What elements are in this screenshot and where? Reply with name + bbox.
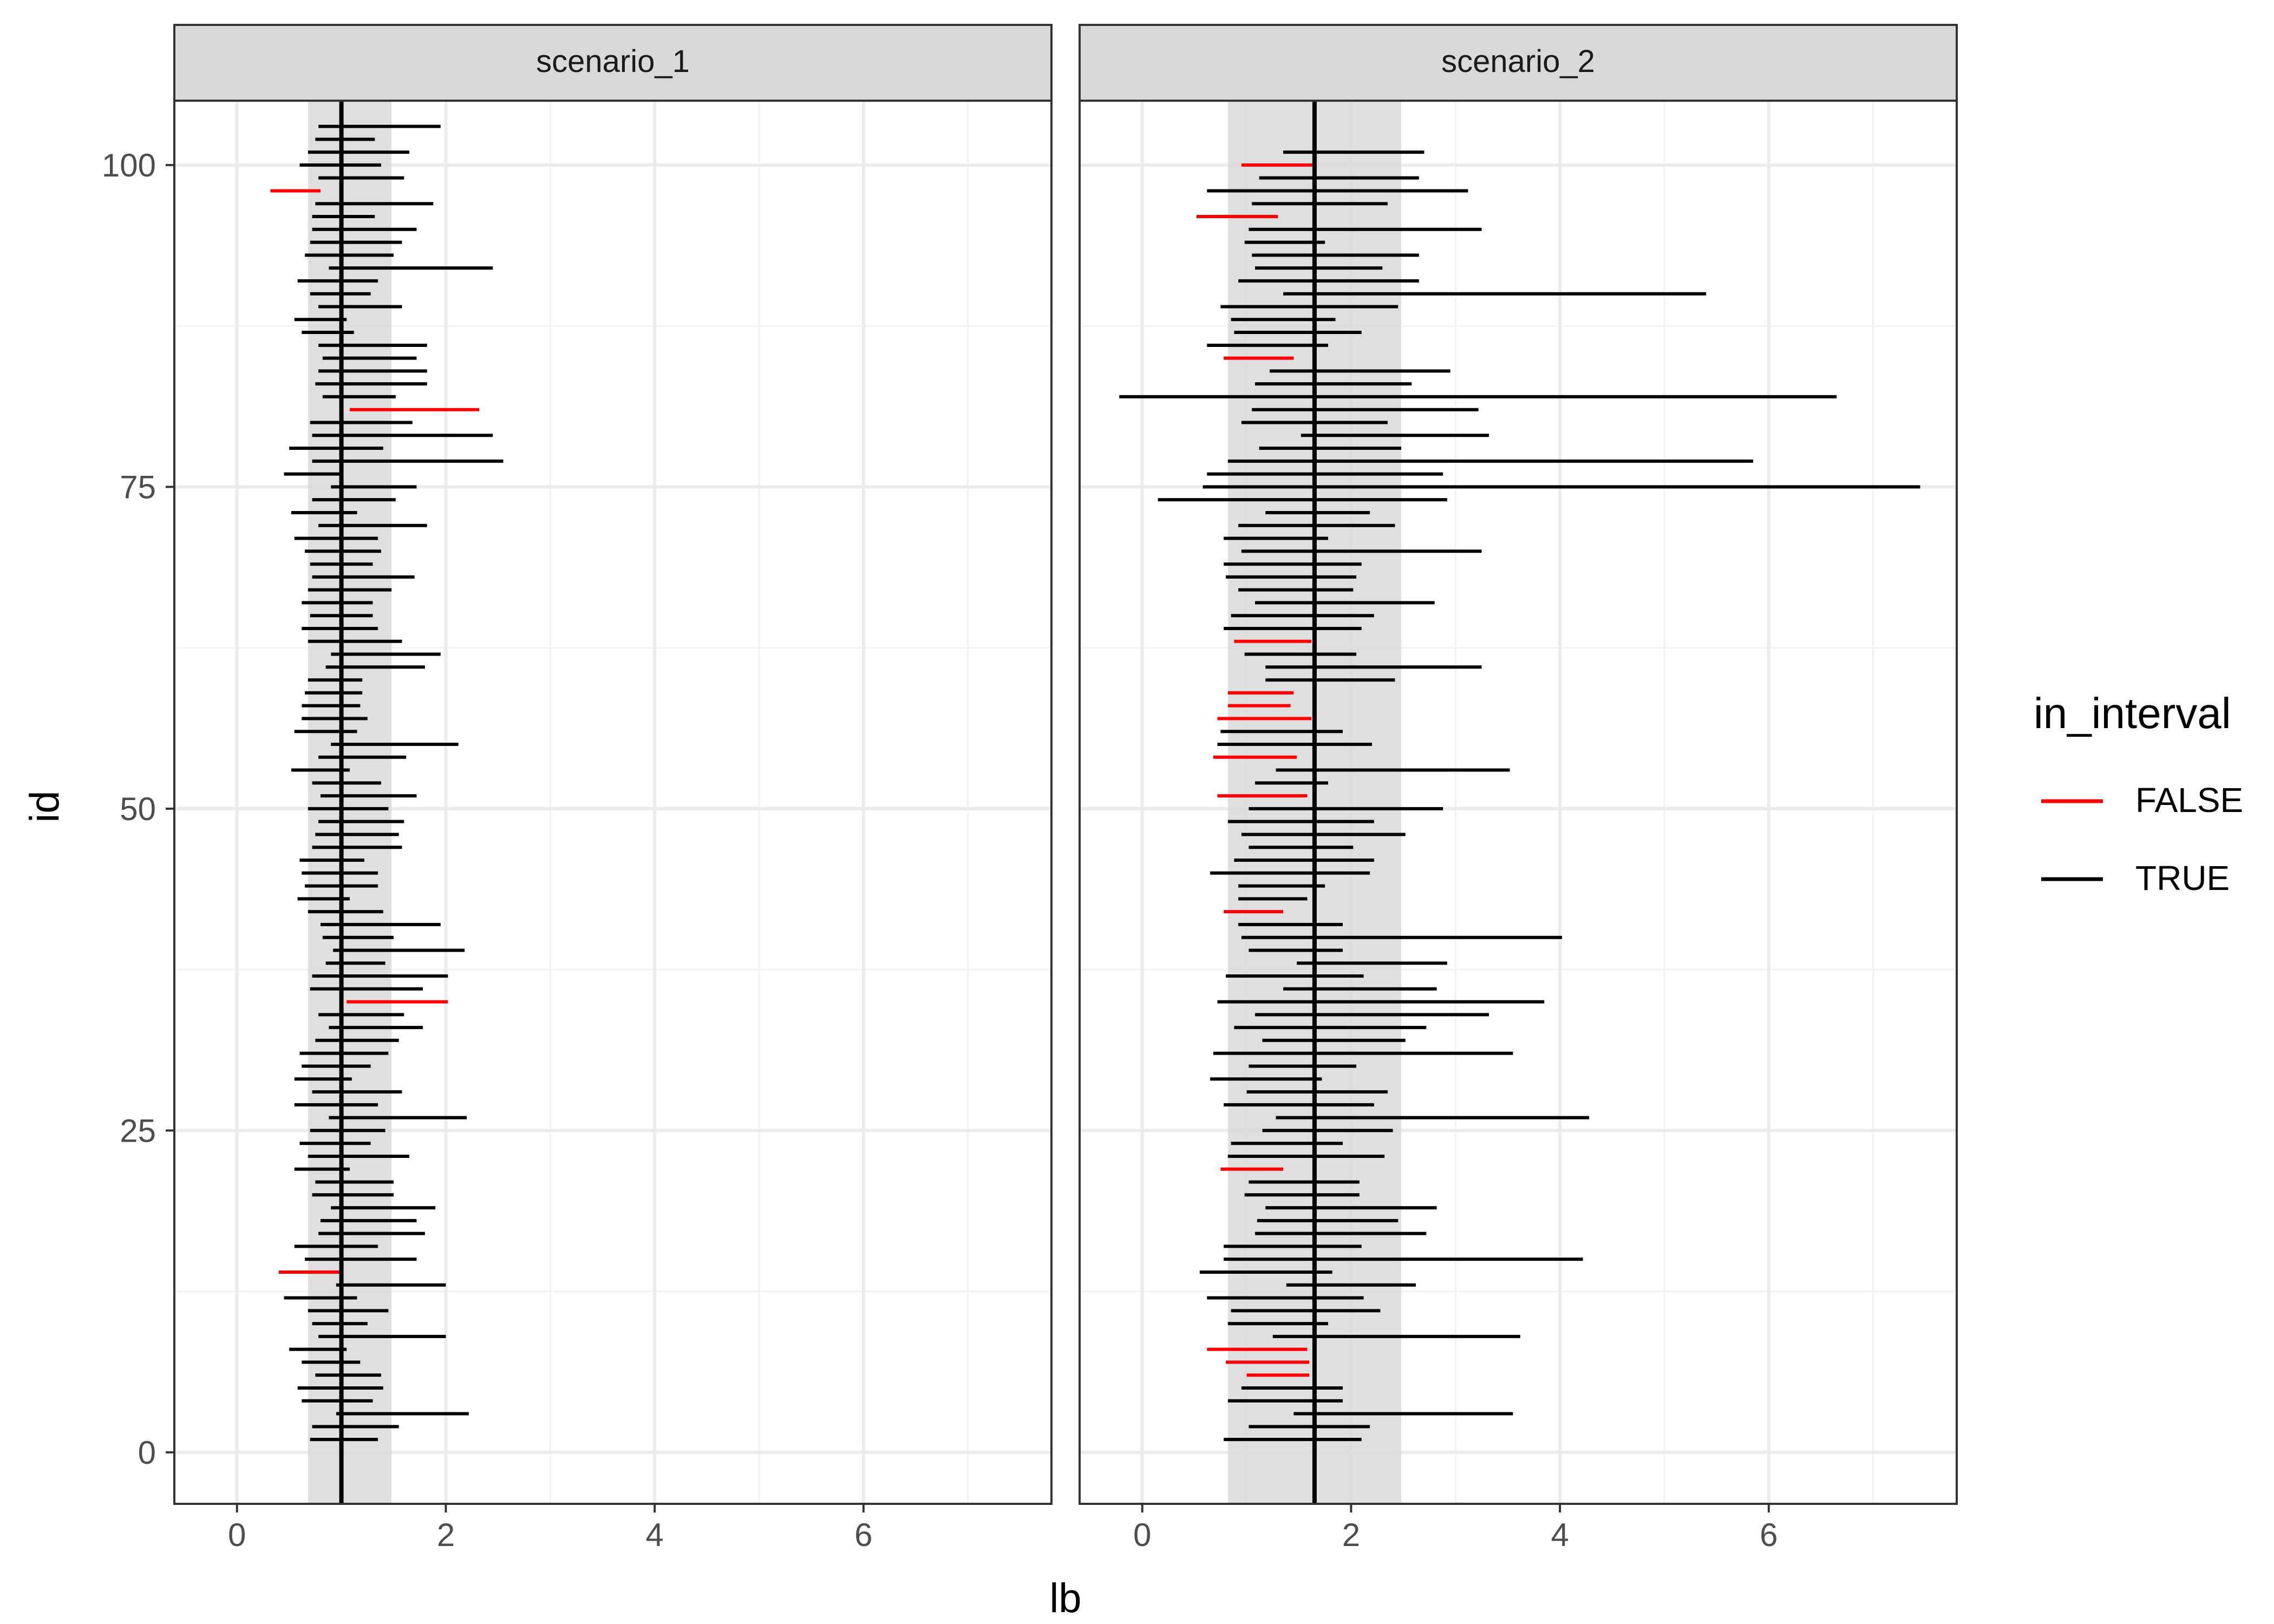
strip-label: scenario_2 [1441, 44, 1595, 79]
y-tick-label: 0 [138, 1435, 156, 1471]
x-tick-label: 6 [854, 1517, 872, 1553]
x-tick-label: 4 [645, 1517, 663, 1553]
legend-label-true: TRUE [2135, 859, 2230, 898]
x-axis: 0 2 4 6 0 2 4 6 [228, 1505, 1778, 1553]
plot-area [1080, 101, 1957, 1504]
x-tick-label: 4 [1551, 1517, 1569, 1553]
band [308, 101, 392, 1504]
strip-label: scenario_1 [536, 44, 690, 79]
plot-area [174, 101, 1051, 1504]
y-axis: 0 25 50 75 100 [102, 147, 173, 1471]
strip-background [1079, 24, 1958, 102]
strip-background [173, 24, 1053, 102]
x-tick-label: 0 [228, 1517, 246, 1553]
x-tick-label: 6 [1760, 1517, 1778, 1553]
legend-title: in_interval [2034, 689, 2231, 737]
y-tick-label: 100 [102, 147, 156, 184]
panel-border [1079, 100, 1958, 1505]
x-tick-label: 0 [1133, 1517, 1151, 1553]
y-axis-title: id [22, 790, 68, 822]
y-tick-label: 25 [120, 1112, 156, 1149]
x-axis-title: lb [1049, 1575, 1081, 1621]
x-tick-label: 2 [437, 1517, 455, 1553]
panel-scenario-2: scenario_2 [1079, 24, 1958, 1505]
y-tick-label: 75 [120, 469, 156, 505]
y-tick-label: 50 [120, 791, 156, 827]
x-tick-label: 2 [1342, 1517, 1360, 1553]
panel-scenario-1: scenario_1 [173, 24, 1053, 1505]
legend-label-false: FALSE [2135, 781, 2243, 820]
panel-border [173, 100, 1053, 1505]
legend: in_interval FALSE TRUE [2034, 689, 2243, 898]
